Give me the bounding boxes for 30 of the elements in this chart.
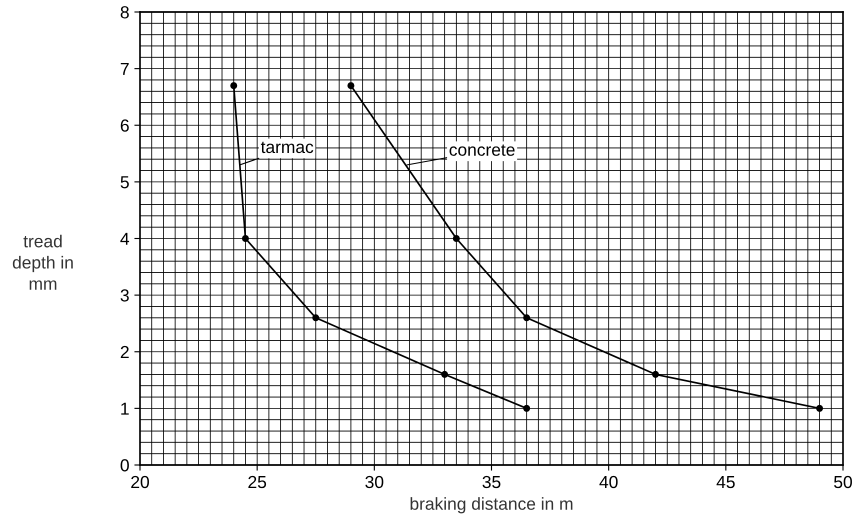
x-tick-label: 30 [365, 476, 384, 488]
point [347, 82, 354, 90]
x-tick-label: 35 [482, 476, 500, 488]
y-tick-label: 0 [120, 459, 129, 472]
x-tick-label: 50 [834, 476, 852, 488]
y-tick-label: 6 [120, 119, 129, 132]
y-tick-label: 5 [120, 176, 129, 188]
y-tick-label: 2 [120, 346, 129, 358]
y-tick-label: 3 [120, 289, 129, 302]
point [452, 235, 460, 242]
y-tick-label: 4 [120, 232, 130, 245]
point [523, 404, 530, 412]
point [230, 82, 238, 90]
point [523, 314, 530, 322]
annotation: concrete [450, 144, 515, 156]
x-tick-label: 25 [248, 476, 266, 488]
point [242, 235, 249, 242]
y-tick-label: 1 [121, 402, 129, 415]
y-tick-label: 8 [120, 6, 129, 18]
x-tick-label: 45 [716, 476, 735, 488]
y-axis-title: tread depth in mm [12, 234, 73, 290]
x-tick-label: 40 [599, 476, 618, 488]
y-tick-label: 7 [120, 62, 129, 75]
point [816, 404, 824, 412]
x-tick-label: 20 [131, 476, 149, 488]
point [652, 370, 660, 378]
point [312, 314, 320, 322]
annotation: tarmac [260, 142, 314, 154]
point [441, 370, 448, 378]
x-axis-title: braking distance in m [410, 497, 572, 514]
